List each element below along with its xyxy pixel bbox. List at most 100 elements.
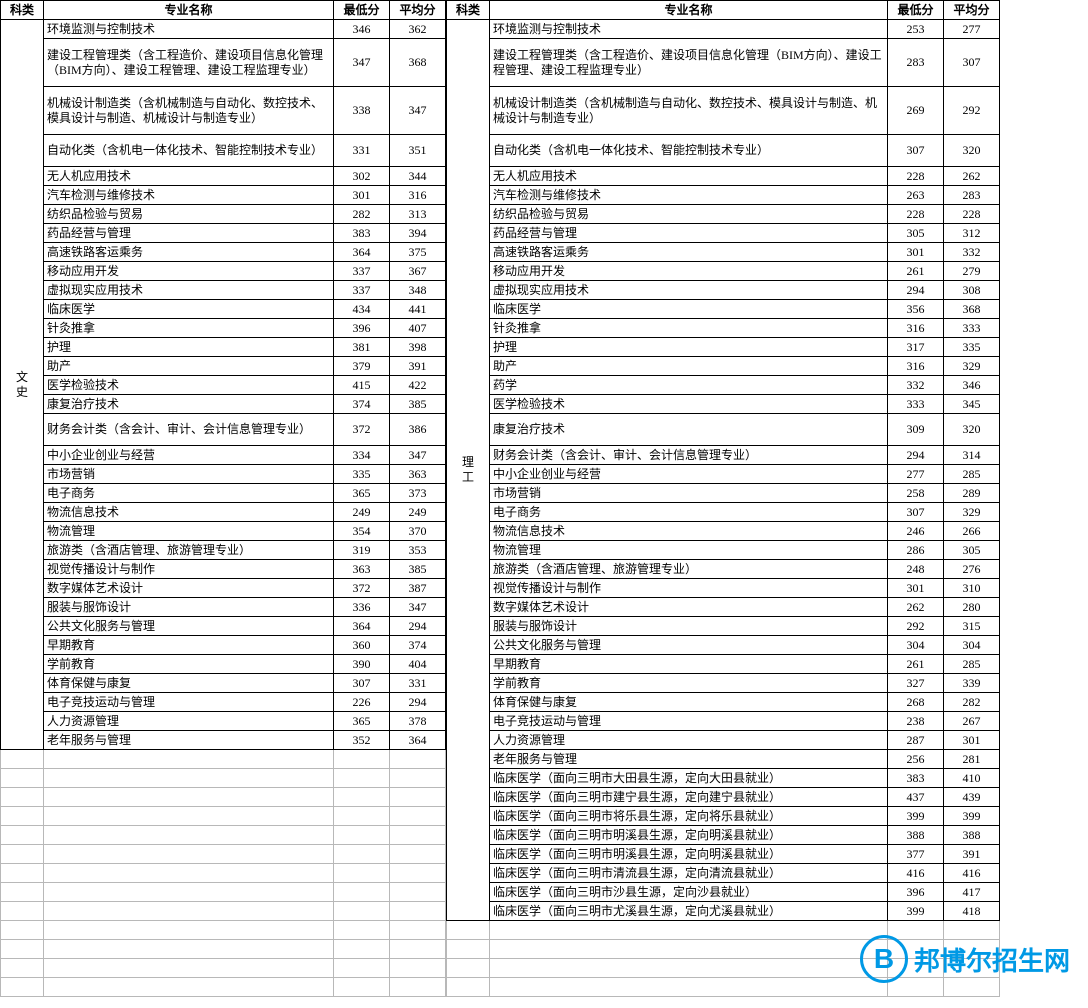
avg-score: 339 xyxy=(944,674,1000,693)
table-row: 学前教育327339 xyxy=(447,674,1000,693)
table-row: 移动应用开发261279 xyxy=(447,262,1000,281)
table-row: 临床医学（面向三明市将乐县生源，定向将乐县就业）399399 xyxy=(447,807,1000,826)
table-row: 临床医学（面向三明市沙县生源，定向沙县就业）396417 xyxy=(447,883,1000,902)
avg-score: 313 xyxy=(390,205,446,224)
major-name: 医学检验技术 xyxy=(44,376,334,395)
avg-score: 398 xyxy=(390,338,446,357)
avg-score: 417 xyxy=(944,883,1000,902)
min-score: 332 xyxy=(888,376,944,395)
avg-score: 439 xyxy=(944,788,1000,807)
avg-score: 294 xyxy=(390,617,446,636)
avg-score: 320 xyxy=(944,135,1000,167)
table-row: 汽车检测与维修技术301316 xyxy=(1,186,446,205)
avg-score: 331 xyxy=(390,674,446,693)
table-row: 物流信息技术246266 xyxy=(447,522,1000,541)
avg-score: 441 xyxy=(390,300,446,319)
major-name: 市场营销 xyxy=(490,484,888,503)
major-name: 人力资源管理 xyxy=(44,712,334,731)
table-row: 移动应用开发337367 xyxy=(1,262,446,281)
table-row: 旅游类（含酒店管理、旅游管理专业）319353 xyxy=(1,541,446,560)
min-score: 294 xyxy=(888,446,944,465)
min-score: 337 xyxy=(334,262,390,281)
min-score: 365 xyxy=(334,712,390,731)
avg-score: 368 xyxy=(944,300,1000,319)
major-name: 公共文化服务与管理 xyxy=(490,636,888,655)
table-row: 电子竞技运动与管理238267 xyxy=(447,712,1000,731)
header-min: 最低分 xyxy=(888,1,944,20)
major-name: 康复治疗技术 xyxy=(490,414,888,446)
avg-score: 332 xyxy=(944,243,1000,262)
avg-score: 422 xyxy=(390,376,446,395)
header-category: 科类 xyxy=(447,1,490,20)
avg-score: 279 xyxy=(944,262,1000,281)
avg-score: 391 xyxy=(944,845,1000,864)
major-name: 视觉传播设计与制作 xyxy=(490,579,888,598)
major-name: 电子商务 xyxy=(490,503,888,522)
table-row: 虚拟现实应用技术294308 xyxy=(447,281,1000,300)
min-score: 372 xyxy=(334,579,390,598)
table-row: 自动化类（含机电一体化技术、智能控制技术专业）331351 xyxy=(1,135,446,167)
min-score: 286 xyxy=(888,541,944,560)
major-name: 电子竞技运动与管理 xyxy=(44,693,334,712)
table-row: 临床医学（面向三明市清流县生源，定向清流县就业）416416 xyxy=(447,864,1000,883)
avg-score: 315 xyxy=(944,617,1000,636)
table-row: 电子竞技运动与管理226294 xyxy=(1,693,446,712)
min-score: 317 xyxy=(888,338,944,357)
table-row: 财务会计类（含会计、审计、会计信息管理专业）372386 xyxy=(1,414,446,446)
major-name: 针灸推拿 xyxy=(44,319,334,338)
avg-score: 314 xyxy=(944,446,1000,465)
avg-score: 385 xyxy=(390,395,446,414)
major-name: 视觉传播设计与制作 xyxy=(44,560,334,579)
table-row: 虚拟现实应用技术337348 xyxy=(1,281,446,300)
min-score: 316 xyxy=(888,357,944,376)
avg-score: 289 xyxy=(944,484,1000,503)
empty-row xyxy=(1,750,446,769)
table-row: 康复治疗技术374385 xyxy=(1,395,446,414)
avg-score: 346 xyxy=(944,376,1000,395)
major-name: 药品经营与管理 xyxy=(490,224,888,243)
avg-score: 347 xyxy=(390,87,446,135)
avg-score: 276 xyxy=(944,560,1000,579)
avg-score: 281 xyxy=(944,750,1000,769)
min-score: 249 xyxy=(334,503,390,522)
avg-score: 344 xyxy=(390,167,446,186)
avg-score: 386 xyxy=(390,414,446,446)
table-row: 物流管理286305 xyxy=(447,541,1000,560)
avg-score: 292 xyxy=(944,87,1000,135)
min-score: 307 xyxy=(334,674,390,693)
table-row: 老年服务与管理352364 xyxy=(1,731,446,750)
major-name: 临床医学（面向三明市将乐县生源，定向将乐县就业） xyxy=(490,807,888,826)
min-score: 334 xyxy=(334,446,390,465)
table-row: 临床医学（面向三明市明溪县生源，定向明溪县就业）377391 xyxy=(447,845,1000,864)
major-name: 服装与服饰设计 xyxy=(490,617,888,636)
min-score: 292 xyxy=(888,617,944,636)
major-name: 中小企业创业与经营 xyxy=(44,446,334,465)
min-score: 352 xyxy=(334,731,390,750)
min-score: 364 xyxy=(334,617,390,636)
min-score: 363 xyxy=(334,560,390,579)
avg-score: 267 xyxy=(944,712,1000,731)
table-row: 纺织品检验与贸易228228 xyxy=(447,205,1000,224)
min-score: 309 xyxy=(888,414,944,446)
avg-score: 301 xyxy=(944,731,1000,750)
empty-row xyxy=(1,769,446,788)
table-row: 老年服务与管理256281 xyxy=(447,750,1000,769)
watermark-logo: B 邦博尔招生网 xyxy=(860,935,1070,983)
major-name: 自动化类（含机电一体化技术、智能控制技术专业） xyxy=(44,135,334,167)
min-score: 333 xyxy=(888,395,944,414)
empty-row xyxy=(1,978,446,997)
min-score: 287 xyxy=(888,731,944,750)
table-row: 药学332346 xyxy=(447,376,1000,395)
major-name: 机械设计制造类（含机械制造与自动化、数控技术、模具设计与制造、机械设计与制造专业… xyxy=(44,87,334,135)
table-row: 汽车检测与维修技术263283 xyxy=(447,186,1000,205)
header-major: 专业名称 xyxy=(490,1,888,20)
avg-score: 305 xyxy=(944,541,1000,560)
avg-score: 320 xyxy=(944,414,1000,446)
min-score: 383 xyxy=(888,769,944,788)
min-score: 365 xyxy=(334,484,390,503)
table-row: 市场营销258289 xyxy=(447,484,1000,503)
major-name: 环境监测与控制技术 xyxy=(44,20,334,39)
table-row: 助产316329 xyxy=(447,357,1000,376)
min-score: 307 xyxy=(888,503,944,522)
empty-row xyxy=(1,788,446,807)
